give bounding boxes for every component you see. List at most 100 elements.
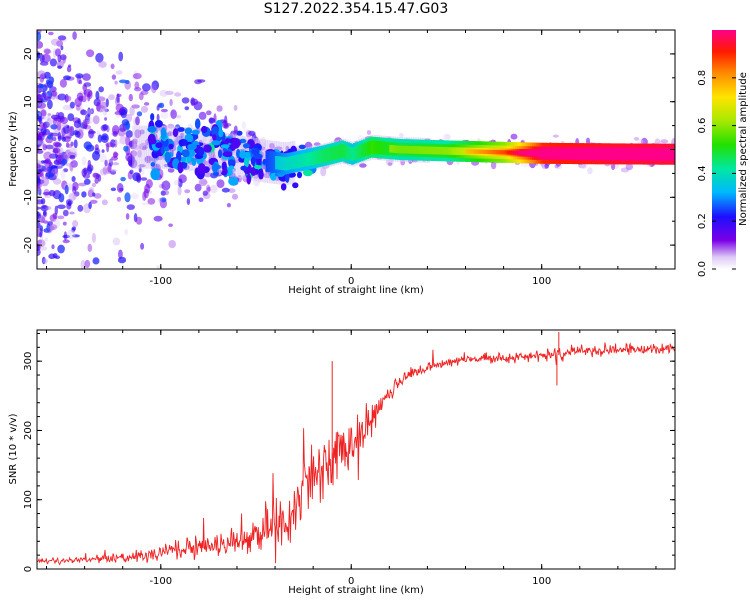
spectrogram-clump [236, 130, 243, 136]
spectrogram-blob [45, 144, 54, 150]
spectrogram-blob [38, 246, 48, 251]
spectrogram-blob [101, 149, 105, 153]
spectrogram-ridge [524, 150, 527, 155]
spectrogram-blob [198, 197, 204, 203]
spectrogram-blob [159, 89, 168, 97]
spectrogram-clump [250, 166, 257, 176]
spectrogram-ridge [623, 151, 626, 157]
spectrogram-blob [37, 239, 43, 244]
spectrogram-blob [40, 204, 49, 212]
spectrogram-ridge [286, 156, 289, 171]
spectrogram-blob [131, 104, 140, 109]
snr-ticks: -100 0 100 0 100 200 300 [23, 330, 675, 587]
spectrogram-ridge [665, 152, 668, 157]
spectrogram-blob [65, 163, 74, 167]
spectrogram-blob [87, 243, 93, 252]
spectrogram-blob [184, 106, 190, 111]
spectrogram-clump [239, 150, 247, 159]
spectrogram-blob [37, 239, 46, 248]
spectrogram-ridge [469, 149, 472, 154]
spectrogram-blob [92, 150, 100, 161]
spectrogram-blob [47, 99, 53, 110]
spectrogram-ridge [393, 145, 396, 153]
spectrogram-ridge [307, 152, 310, 166]
spectrogram-blob [119, 123, 127, 132]
spectrogram-clump [258, 169, 264, 180]
spectrogram-ridge [277, 156, 280, 170]
spectrogram-blob [102, 166, 108, 175]
spectrogram-blob [120, 176, 126, 182]
spectrogram-clump [150, 113, 155, 121]
spectrogram-ridge [429, 146, 432, 155]
spectrogram-blob [179, 132, 185, 138]
spectrogram-blob [124, 192, 131, 203]
spectrogram-clump [250, 156, 256, 165]
spectrogram-ridge [299, 154, 303, 168]
spectrogram-ridge [577, 151, 581, 156]
spectrogram-blob [86, 109, 93, 114]
spectrogram-blob [118, 51, 124, 62]
spectrogram-blob [37, 31, 42, 42]
spectrogram-blob [40, 160, 46, 164]
spectrogram-blob [216, 179, 225, 189]
spectrogram-blob [46, 166, 55, 173]
spectrogram-blob [184, 189, 191, 194]
spectrogram-blob [135, 116, 140, 126]
spectrogram-ridge [425, 146, 428, 155]
spectrogram-blob [320, 167, 327, 177]
spectrogram-ridge [602, 151, 605, 156]
spectrogram-ridge [360, 144, 364, 158]
spectrogram-ridge [564, 151, 567, 156]
spectrogram-blob [58, 193, 65, 203]
spectrogram-blob [108, 94, 115, 101]
spectrogram-blob [233, 104, 238, 111]
spectrogram-blob [116, 183, 124, 193]
spectrogram-blob [164, 179, 168, 187]
spectrogram-clump [220, 144, 230, 149]
spectrogram-blob [37, 187, 41, 191]
spectrogram-ridge [600, 151, 604, 156]
spectrogram-blob [39, 74, 45, 83]
spectrogram-halo [145, 125, 150, 169]
spectrogram-clump [147, 125, 157, 133]
spectrogram-clump [194, 118, 201, 129]
spectrogram-blob [47, 221, 53, 226]
spectrogram-ridge [553, 151, 556, 156]
spectrogram-blob [174, 92, 182, 97]
spectrogram-blob [168, 223, 173, 227]
spectrogram-halo [139, 125, 143, 169]
colorbar-tick-label: 0.8 [697, 70, 708, 86]
spectrogram-ridge [400, 145, 404, 154]
spectrogram-ridge [461, 147, 465, 156]
spectrogram-blob [115, 70, 123, 75]
spectrogram-blob [140, 177, 148, 181]
spectrogram-blob [95, 90, 100, 100]
spectrogram-ridge [522, 150, 525, 155]
spectrogram-ridge [318, 149, 322, 164]
spectrogram-blob [88, 201, 92, 210]
spectrogram-blob [37, 164, 41, 169]
spectrogram-blob [115, 114, 121, 118]
spectrogram-ridge [482, 149, 485, 154]
spectrogram-clump [179, 140, 184, 147]
spectrogram-blob [48, 31, 54, 36]
spectrogram-clump [164, 151, 171, 163]
spectrogram-blob [74, 151, 78, 158]
spectrogram-ridge [452, 147, 455, 155]
spectrogram-blob [173, 179, 180, 186]
spectrogram-ridge [596, 151, 600, 156]
spectrogram-blob [64, 95, 72, 102]
spectrogram-ridge [661, 152, 665, 157]
spectrogram-blob [357, 134, 364, 141]
spectrogram-ridge [484, 149, 487, 154]
spectrogram-clump [251, 147, 260, 156]
spectrogram-blob [46, 134, 54, 140]
spectrogram-blob [193, 101, 203, 111]
spectrogram-clump [147, 133, 156, 145]
spectrogram-blob [74, 97, 82, 107]
spectrogram-blob [227, 188, 236, 194]
spectrogram-blob [168, 240, 176, 249]
spectrogram-blob [144, 183, 151, 194]
spectrogram-clump [211, 162, 219, 173]
spectrogram-blob [66, 144, 73, 148]
